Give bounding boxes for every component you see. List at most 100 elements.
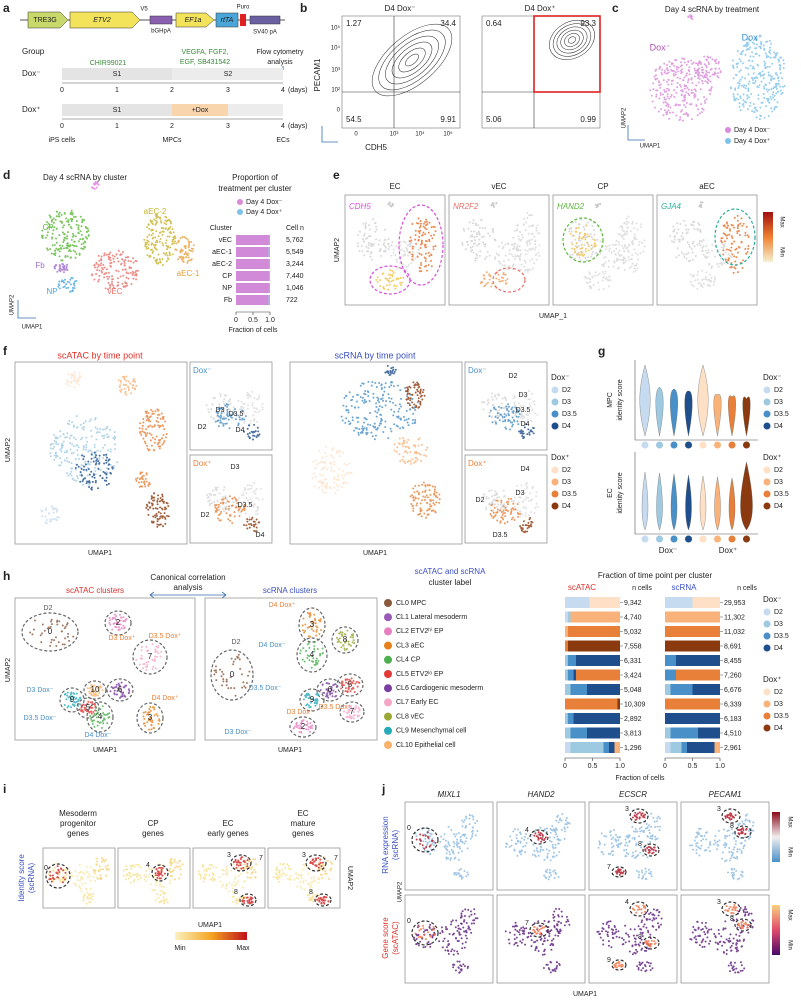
label: UMAP_1 <box>539 313 567 320</box>
cell <box>705 98 708 101</box>
cell <box>77 698 80 701</box>
cell <box>173 235 176 238</box>
cell <box>185 256 188 259</box>
cell <box>403 460 406 463</box>
cell <box>626 230 629 233</box>
cell <box>511 499 514 502</box>
cell <box>412 444 415 447</box>
cell <box>96 181 99 184</box>
cell <box>45 519 48 522</box>
cell <box>65 698 68 701</box>
cell <box>617 241 620 244</box>
cell <box>383 241 386 244</box>
cell <box>117 249 120 252</box>
cell <box>766 90 769 93</box>
cell <box>677 228 680 231</box>
cell <box>338 455 341 458</box>
cell <box>75 279 78 282</box>
cell <box>474 222 477 225</box>
cell <box>105 483 108 486</box>
cell <box>73 284 76 287</box>
cell <box>215 504 218 507</box>
cell <box>578 254 581 257</box>
cell <box>627 258 630 261</box>
contour <box>567 36 577 44</box>
cell <box>621 228 624 231</box>
cell <box>53 243 56 246</box>
cell <box>683 98 686 101</box>
cell <box>502 489 505 492</box>
cell <box>53 454 56 457</box>
cell <box>164 227 167 230</box>
cell-cloud <box>138 408 168 452</box>
cell <box>406 452 409 455</box>
cell <box>93 264 96 267</box>
cell <box>381 397 384 400</box>
cell <box>739 97 742 100</box>
cell <box>351 398 354 401</box>
cell <box>529 268 532 271</box>
bar <box>236 283 269 293</box>
cell <box>101 434 104 437</box>
cell <box>736 251 739 254</box>
colorbar <box>763 212 773 262</box>
cell <box>423 512 426 515</box>
cell <box>630 265 633 268</box>
label: Dox⁺ <box>763 453 781 462</box>
cell <box>432 245 435 248</box>
cell <box>512 255 515 258</box>
cell <box>492 403 495 406</box>
cell-cloud <box>649 57 713 122</box>
cell <box>512 516 515 519</box>
cell <box>73 436 76 439</box>
cell <box>74 438 77 441</box>
tick-label: 10⁴ <box>331 45 341 52</box>
cell <box>209 499 212 502</box>
cell <box>493 395 496 398</box>
cell <box>382 399 385 402</box>
cell <box>155 230 158 233</box>
cell <box>491 495 494 498</box>
cell <box>67 373 70 376</box>
tick-label: 10² <box>331 88 340 94</box>
cell <box>80 706 83 709</box>
cell <box>54 252 57 255</box>
cell <box>522 435 525 438</box>
cell <box>488 278 491 281</box>
cell <box>706 74 709 77</box>
cell <box>590 244 593 247</box>
label: (days) <box>288 123 307 130</box>
cell <box>79 238 82 241</box>
cell <box>588 285 591 288</box>
label: D2 <box>198 424 207 431</box>
cell <box>407 264 410 267</box>
cell <box>704 257 707 260</box>
cell <box>155 239 158 242</box>
cell <box>147 661 150 664</box>
cell <box>366 431 369 434</box>
cell <box>54 456 57 459</box>
cell <box>337 475 340 478</box>
cell <box>524 229 527 232</box>
cell <box>143 238 146 241</box>
cell <box>636 253 639 256</box>
cell <box>485 282 488 285</box>
cell <box>123 285 126 288</box>
cell <box>428 508 431 511</box>
cell <box>393 410 396 413</box>
cell <box>525 413 528 416</box>
cell <box>527 499 530 502</box>
cell <box>734 267 737 270</box>
cell <box>168 254 171 257</box>
cell <box>370 431 373 434</box>
cell <box>123 695 126 698</box>
cell <box>683 76 686 79</box>
cell <box>54 218 57 221</box>
cell <box>633 248 636 251</box>
cell <box>498 409 501 412</box>
cell <box>364 222 367 225</box>
cell <box>122 260 125 263</box>
label: 4 <box>281 87 285 94</box>
cell <box>156 525 159 528</box>
cell <box>111 275 114 278</box>
